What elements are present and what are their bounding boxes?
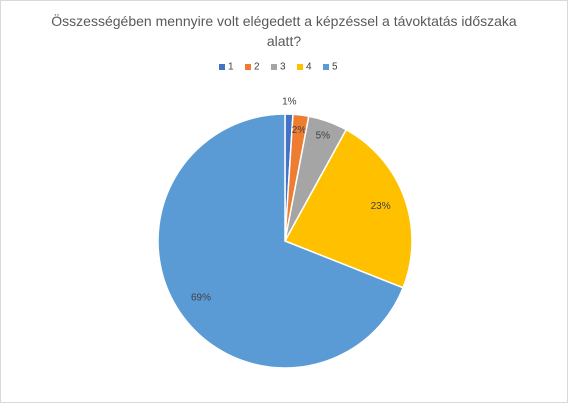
pie-slice: [283, 128, 413, 289]
legend-swatch: [245, 64, 251, 70]
data-label: 1%: [282, 97, 297, 108]
legend-swatch: [323, 64, 329, 70]
data-label: 23%: [371, 201, 391, 212]
legend-label: 5: [332, 62, 338, 73]
data-label: 69%: [191, 293, 211, 304]
legend-label: 1: [228, 62, 234, 73]
legend-label: 3: [280, 62, 286, 73]
legend-label: 2: [254, 62, 260, 73]
legend-swatch: [297, 64, 303, 70]
pie-slice: [157, 113, 405, 369]
legend-swatch: [219, 64, 225, 70]
data-label: 2%: [292, 125, 307, 136]
legend-swatch: [271, 64, 277, 70]
data-label: 5%: [316, 130, 331, 141]
legend-label: 4: [306, 62, 312, 73]
chart-title: Összességében mennyire volt elégedett a …: [51, 13, 517, 49]
